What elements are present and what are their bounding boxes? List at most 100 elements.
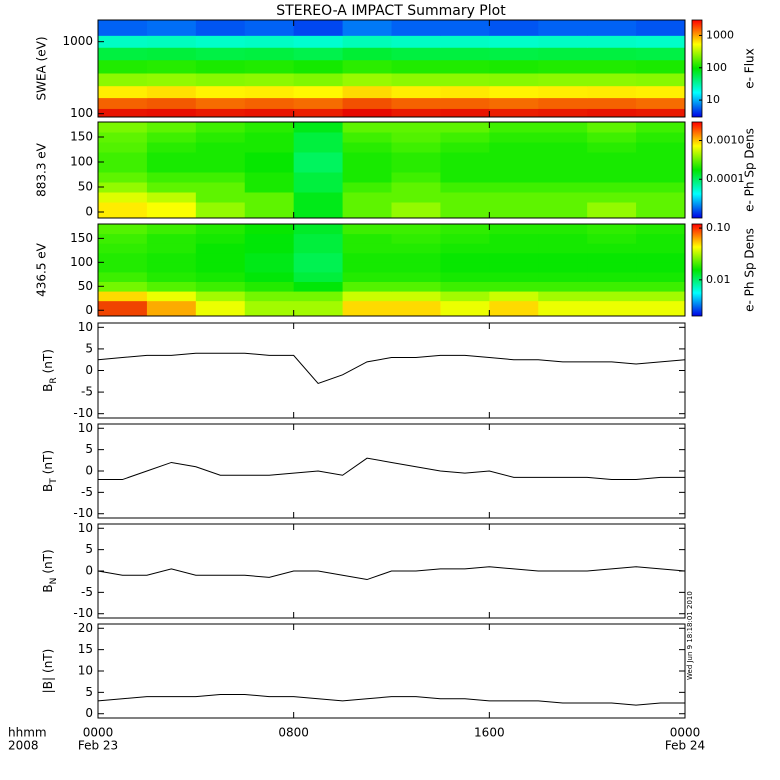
spectrogram-cell <box>587 202 637 219</box>
spectrogram-cell <box>391 85 441 99</box>
spectrogram-cell <box>440 233 490 244</box>
spectrogram-cell <box>440 108 490 118</box>
timestamp: Wed Jun 9 18:18:01 2010 <box>686 591 694 680</box>
spectrogram-cell <box>195 142 246 153</box>
spectrogram-cell <box>587 132 637 143</box>
y-axis-label: |B| (nT) <box>41 649 55 694</box>
spectrogram-cell <box>636 224 686 235</box>
spectrogram-cell <box>342 20 392 36</box>
spectrogram-cell <box>195 243 246 254</box>
spectrogram-cell <box>538 20 588 36</box>
spectrogram-cell <box>244 182 295 193</box>
spectrogram-cell <box>636 122 686 133</box>
spectrogram-cell <box>538 152 588 163</box>
y-tick-label: -10 <box>73 506 93 520</box>
spectrogram-cell <box>146 182 197 193</box>
spectrogram-cell <box>244 20 295 36</box>
spectrogram-cell <box>146 300 197 317</box>
spectrogram-cell <box>440 224 490 235</box>
spectrogram-cell <box>489 262 539 273</box>
colorbar-tick-label: 0.0001 <box>706 172 745 185</box>
spectrogram-cell <box>440 243 490 254</box>
y-tick-label: 20 <box>78 621 93 635</box>
y-tick-label: -10 <box>73 606 93 620</box>
spectrogram-cell <box>293 233 344 244</box>
spectrogram-cell <box>293 262 344 273</box>
spectrogram-cell <box>98 152 148 163</box>
spectrogram-cell <box>440 281 490 292</box>
spectrogram-cell <box>391 271 441 282</box>
y-tick-label: 0 <box>85 564 93 578</box>
spectrogram-cell <box>146 85 197 99</box>
spectrogram-cell <box>146 72 197 87</box>
spectrogram-cell <box>146 35 197 48</box>
spectrogram-cell <box>195 192 246 203</box>
spectrogram-cell <box>146 233 197 244</box>
y-label-main: B <box>41 484 55 492</box>
x-tick-label: 1600 <box>474 726 505 740</box>
spectrogram-cell <box>244 132 295 143</box>
y-axis-label: BR (nT) <box>41 349 59 392</box>
spectrogram-cell <box>391 172 441 183</box>
spectrogram-cell <box>440 271 490 282</box>
spectrogram-cell <box>538 224 588 235</box>
spectrogram-cell <box>489 152 539 163</box>
spectrogram-cell <box>489 300 539 317</box>
spectrogram-cell <box>98 182 148 193</box>
spectrogram-cell <box>391 243 441 254</box>
spectrogram-cell <box>538 281 588 292</box>
spectrogram-cell <box>195 162 246 173</box>
spectrogram-cell <box>342 132 392 143</box>
spectrogram-cell <box>293 108 344 118</box>
spectrogram-cell <box>98 97 148 109</box>
spectrogram-cell <box>244 122 295 133</box>
date-label: Feb 23 <box>78 739 118 753</box>
spectrogram-cell <box>587 142 637 153</box>
spectrogram-cell <box>538 132 588 143</box>
spectrogram-cell <box>391 233 441 244</box>
spectrogram-cell <box>98 72 148 87</box>
spectrogram-cell <box>440 59 490 74</box>
spectrogram-cell <box>587 59 637 74</box>
spectrogram-cell <box>98 59 148 74</box>
spectrogram-cell <box>98 252 148 263</box>
spectrogram-cell <box>342 192 392 203</box>
spectrogram-cell <box>195 224 246 235</box>
spectrogram-cell <box>636 20 686 36</box>
y-tick-label: 10 <box>78 521 93 535</box>
spectrogram-cell <box>391 47 441 61</box>
spectrogram-cell <box>587 35 637 48</box>
y-axis-label: BT (nT) <box>41 450 59 492</box>
spectrogram-cell <box>342 262 392 273</box>
spectrogram-cell <box>146 108 197 118</box>
spectrogram-cell <box>146 262 197 273</box>
chart-title: STEREO-A IMPACT Summary Plot <box>276 3 506 19</box>
spectrogram-cell <box>146 202 197 219</box>
spectrogram-cell <box>244 262 295 273</box>
spectrogram-cell <box>244 192 295 203</box>
spectrogram-cell <box>538 97 588 109</box>
y-tick-label: 5 <box>85 685 93 699</box>
spectrogram-cell <box>636 152 686 163</box>
spectrogram-cell <box>636 233 686 244</box>
spectrogram-cell <box>538 35 588 48</box>
y-tick-label: 10 <box>78 421 93 435</box>
spectrogram-cell <box>489 243 539 254</box>
spectrogram-cell <box>98 172 148 183</box>
spectrogram-cell <box>538 85 588 99</box>
hhmm-label: hhmm <box>8 726 47 740</box>
spectrogram-cell <box>293 243 344 254</box>
spectrogram-cell <box>538 108 588 118</box>
spectrogram-cell <box>636 47 686 61</box>
spectrogram-cell <box>489 122 539 133</box>
spectrogram-cell <box>98 142 148 153</box>
spectrogram-cell <box>342 35 392 48</box>
y-tick-label: 10 <box>78 664 93 678</box>
spectrogram-cell <box>489 162 539 173</box>
spectrogram-cell <box>538 271 588 282</box>
spectrogram-cell <box>244 72 295 87</box>
spectrogram-cell <box>146 252 197 263</box>
spectrogram-cell <box>195 252 246 263</box>
y-label-main: B <box>41 384 55 392</box>
